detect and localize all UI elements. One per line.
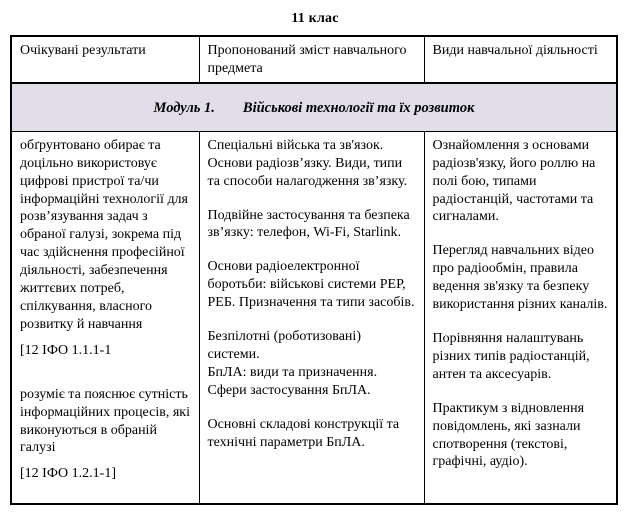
competency-code-2: [12 ІФО 1.2.1-1]: [20, 466, 116, 482]
cell-expected-results: обґрунтовано обирає та доцільно використ…: [10, 130, 200, 505]
activity-paragraph: Ознайомлення з основами радіозв'язку, йо…: [432, 137, 596, 225]
module-title: Військові технології та їх розвиток: [242, 99, 475, 116]
activity-paragraph: Перегляд навчальних відео про радіообмін…: [432, 243, 608, 313]
content-paragraph: Подвійне застосування та безпека зв’язку…: [207, 207, 410, 241]
activity-paragraph: Практикум з відновлення повідомлень, які…: [432, 400, 585, 470]
content-paragraph: Основні складові конструкції та технічні…: [207, 416, 400, 450]
cell-proposed-content: Спеціальні війська та зв'язок. Основи ра…: [198, 130, 425, 505]
curriculum-table: Очікувані результати Пропонований зміст …: [10, 35, 618, 505]
header-row: Очікувані результати Пропонований зміст …: [10, 35, 618, 84]
page-title: 11 клас: [291, 11, 339, 26]
content-paragraph: Безпілотні (роботизовані) системи. БпЛА:…: [207, 329, 378, 398]
header-activities: Види навчальної діяльності: [423, 35, 618, 84]
content-row: обґрунтовано обирає та доцільно використ…: [10, 130, 618, 505]
header-expected-results: Очікувані результати: [10, 35, 200, 84]
header-proposed-content: Пропонований зміст навчального предмета: [198, 35, 425, 84]
content-paragraph: Спеціальні війська та зв'язок. Основи ра…: [207, 137, 408, 189]
competency-code-1: [12 ІФО 1.1.1-1: [20, 342, 112, 358]
expected-results-paragraph-1: обґрунтовано обирає та доцільно використ…: [20, 137, 188, 332]
module-label: Модуль 1.: [153, 99, 215, 116]
module-cell: Модуль 1. Військові технології та їх розв…: [10, 82, 618, 132]
module-row: Модуль 1. Військові технології та їх розв…: [10, 82, 618, 132]
content-paragraph: Основи радіоелектронної боротьби: військ…: [207, 259, 415, 311]
expected-results-paragraph-2: розуміє та пояснює сутність інформаційни…: [20, 386, 190, 456]
activity-paragraph: Порівняння налаштувань різних типів раді…: [432, 330, 590, 382]
cell-activities: Ознайомлення з основами радіозв'язку, йо…: [423, 130, 618, 505]
